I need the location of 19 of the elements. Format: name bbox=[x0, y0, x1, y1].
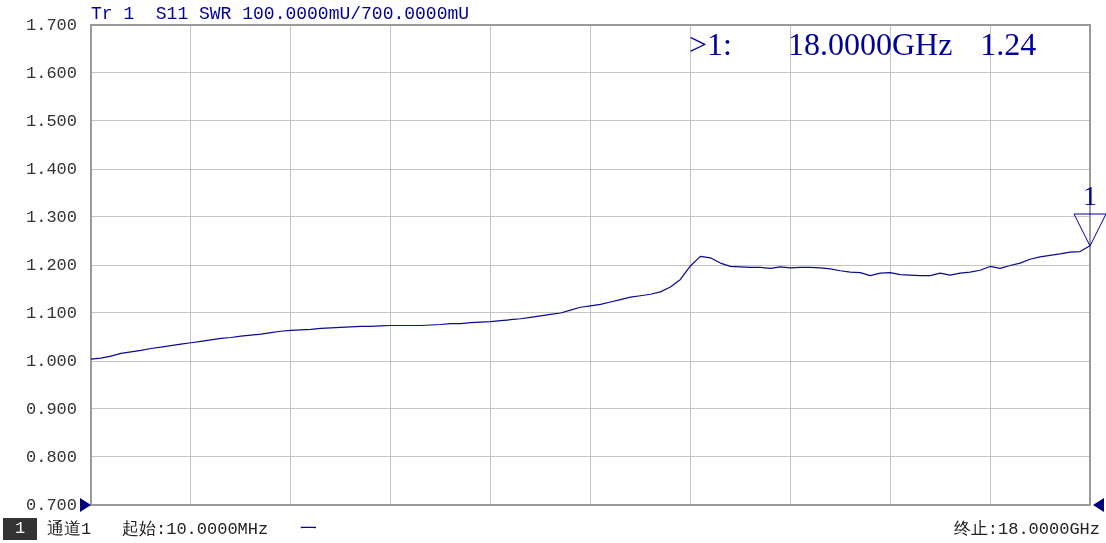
y-tick-label: 1.200 bbox=[25, 255, 77, 275]
y-tick-label: 1.100 bbox=[25, 303, 77, 323]
y-tick-label: 0.800 bbox=[25, 447, 77, 467]
text: 通道1 bbox=[47, 520, 92, 539]
text: 终止:18.0000GHz bbox=[953, 520, 1100, 539]
y-tick-label: 1.000 bbox=[25, 351, 77, 371]
text: 1 bbox=[3, 518, 37, 540]
annotation: 1 bbox=[1082, 179, 1098, 211]
y-tick-label: 1.400 bbox=[25, 159, 77, 179]
text: 起始:10.0000MHz bbox=[122, 520, 269, 539]
y-tick-label: 0.700 bbox=[25, 495, 77, 515]
y-tick-label: 1.500 bbox=[25, 111, 77, 131]
y-tick-label: 1.700 bbox=[25, 15, 77, 35]
y-tick-label: 1.600 bbox=[25, 63, 77, 83]
text: 一 bbox=[300, 520, 317, 539]
y-tick-label: 1.300 bbox=[25, 207, 77, 227]
y-tick-label: 0.900 bbox=[25, 399, 77, 419]
chart-title: Tr 1 S11 SWR 100.0000mU/700.0000mU bbox=[91, 4, 470, 24]
annotation: >1: 18.0000GHz 1.24 bbox=[689, 26, 1037, 62]
